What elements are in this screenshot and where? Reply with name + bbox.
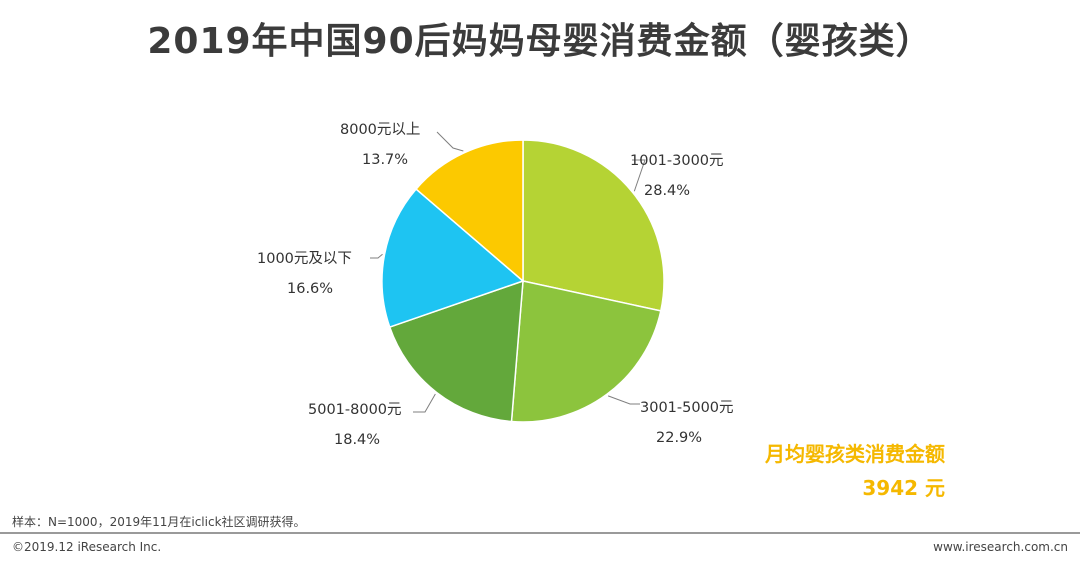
slice-percent: 16.6% — [287, 281, 334, 297]
slice-name: 3001-5000元 — [640, 400, 734, 416]
leader-line-4 — [436, 131, 464, 152]
slice-label-3001-5000: 3001-5000元 22.9% — [640, 393, 734, 453]
pie-slice-0 — [522, 139, 665, 312]
footer-divider — [0, 532, 1080, 534]
slice-name: 1001-3000元 — [630, 153, 724, 169]
chart-title: 2019年中国90后妈妈母婴消费金额（婴孩类） — [147, 21, 933, 62]
slice-name: 5001-8000元 — [308, 402, 402, 418]
leader-line-3 — [370, 253, 383, 259]
slice-label-5001-8000: 5001-8000元 18.4% — [308, 395, 402, 455]
slice-name: 1000元及以下 — [257, 251, 352, 267]
average-spend-label: 月均婴孩类消费金额 — [765, 442, 945, 466]
slice-name: 8000元以上 — [340, 122, 421, 138]
slice-label-1000-below: 1000元及以下 16.6% — [257, 244, 352, 304]
slice-label-8000-above: 8000元以上 13.7% — [340, 115, 420, 175]
leader-line-0 — [632, 159, 646, 192]
slice-percent: 22.9% — [656, 430, 703, 446]
slice-percent: 18.4% — [334, 432, 381, 448]
sample-note: 样本：N=1000，2019年11月在iclick社区调研获得。 — [12, 515, 306, 529]
slice-percent: 13.7% — [362, 152, 409, 168]
pie-slice-3 — [381, 188, 525, 329]
slice-percent: 28.4% — [644, 183, 691, 199]
leader-line-2 — [413, 393, 436, 413]
average-spend-value: 3942 元 — [862, 476, 945, 500]
average-spend-callout: 月均婴孩类消费金额 3942 元 — [720, 437, 945, 505]
pie-slice-1 — [510, 280, 662, 423]
pie-slice-4 — [415, 139, 524, 283]
copyright: ©2019.12 iResearch Inc. — [12, 540, 162, 554]
website-link: www.iresearch.com.cn — [933, 540, 1068, 554]
slice-label-1001-3000: 1001-3000元 28.4% — [630, 146, 724, 206]
leader-line-1 — [607, 395, 640, 405]
